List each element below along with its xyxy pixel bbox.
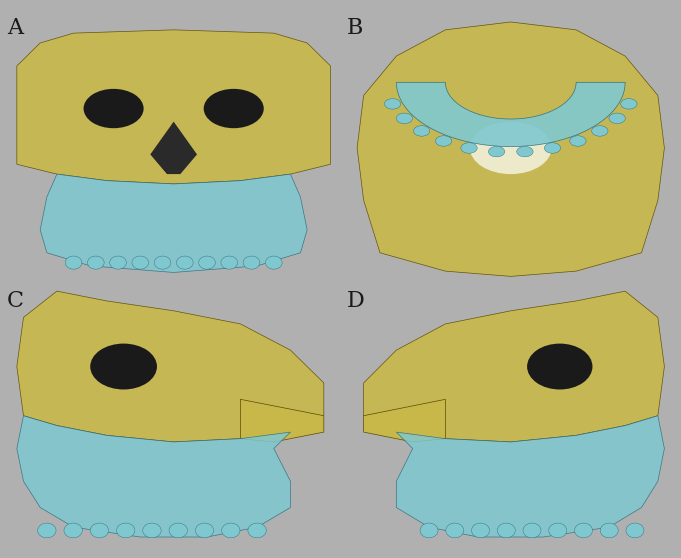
Ellipse shape — [221, 523, 240, 538]
Ellipse shape — [570, 136, 586, 146]
Polygon shape — [17, 30, 330, 184]
Ellipse shape — [248, 523, 266, 538]
Ellipse shape — [204, 89, 264, 128]
Ellipse shape — [620, 99, 637, 109]
Ellipse shape — [446, 523, 464, 538]
Polygon shape — [17, 291, 324, 442]
Ellipse shape — [461, 143, 477, 153]
Ellipse shape — [609, 113, 625, 123]
Ellipse shape — [154, 256, 171, 269]
Polygon shape — [396, 82, 625, 147]
Ellipse shape — [523, 523, 541, 538]
Ellipse shape — [87, 256, 104, 269]
Ellipse shape — [176, 256, 193, 269]
Polygon shape — [364, 291, 665, 442]
Ellipse shape — [110, 256, 127, 269]
Ellipse shape — [488, 146, 505, 157]
Ellipse shape — [396, 113, 413, 123]
Ellipse shape — [266, 256, 282, 269]
Ellipse shape — [413, 126, 430, 136]
Text: B: B — [347, 17, 364, 39]
Ellipse shape — [592, 126, 608, 136]
Ellipse shape — [435, 136, 452, 146]
Ellipse shape — [199, 256, 215, 269]
Ellipse shape — [626, 523, 644, 538]
Ellipse shape — [64, 523, 82, 538]
Polygon shape — [396, 416, 665, 537]
Ellipse shape — [65, 256, 82, 269]
Ellipse shape — [90, 523, 108, 538]
Polygon shape — [151, 122, 197, 174]
Text: D: D — [347, 290, 365, 312]
Ellipse shape — [544, 143, 560, 153]
Ellipse shape — [195, 523, 214, 538]
Text: A: A — [7, 17, 22, 39]
Ellipse shape — [549, 523, 567, 538]
Ellipse shape — [84, 89, 144, 128]
Ellipse shape — [600, 523, 618, 538]
Ellipse shape — [116, 523, 135, 538]
Ellipse shape — [90, 344, 157, 389]
Ellipse shape — [470, 122, 552, 174]
Ellipse shape — [143, 523, 161, 538]
Ellipse shape — [221, 256, 238, 269]
Ellipse shape — [243, 256, 260, 269]
Polygon shape — [357, 22, 665, 276]
Ellipse shape — [132, 256, 148, 269]
Ellipse shape — [385, 99, 401, 109]
Polygon shape — [240, 400, 324, 442]
Ellipse shape — [497, 523, 516, 538]
Ellipse shape — [527, 344, 592, 389]
Polygon shape — [364, 400, 445, 442]
Ellipse shape — [37, 523, 56, 538]
Ellipse shape — [471, 523, 490, 538]
Text: C: C — [7, 290, 24, 312]
Ellipse shape — [517, 146, 533, 157]
Ellipse shape — [169, 523, 187, 538]
Polygon shape — [17, 416, 290, 537]
Ellipse shape — [420, 523, 438, 538]
Polygon shape — [40, 174, 307, 272]
Ellipse shape — [575, 523, 592, 538]
